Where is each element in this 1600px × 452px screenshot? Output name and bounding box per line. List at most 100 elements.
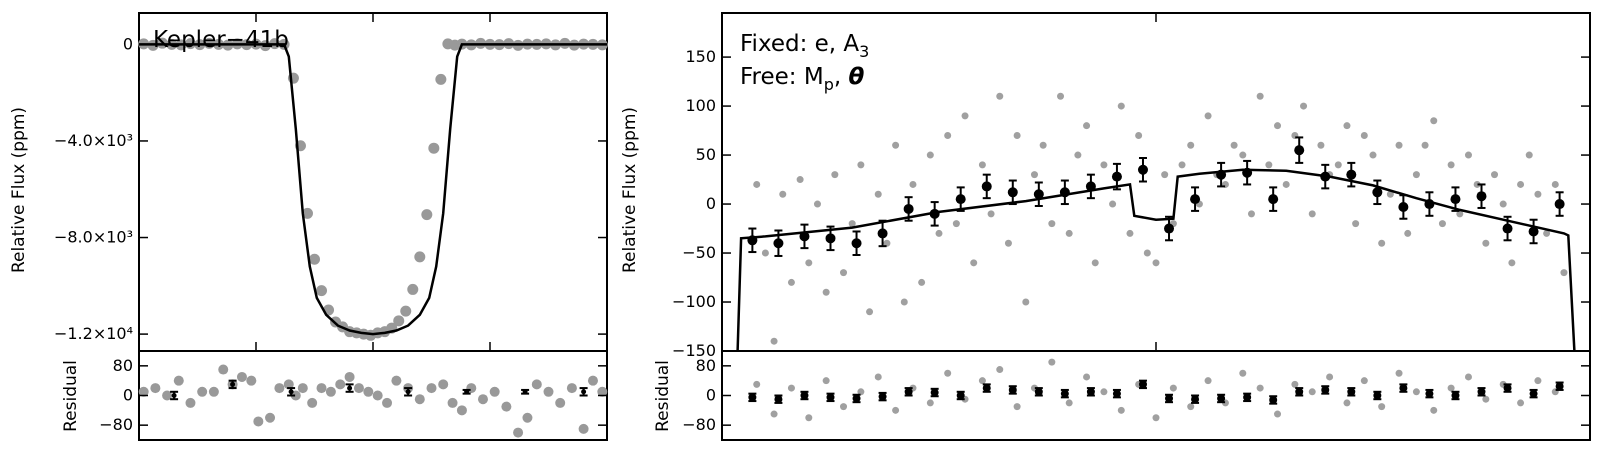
raw-point (987, 210, 995, 218)
binned-point (1111, 171, 1122, 182)
raw-point (1421, 141, 1429, 149)
raw-point (1239, 151, 1247, 159)
raw-point (1230, 141, 1238, 149)
raw-residual-point (1360, 377, 1368, 385)
binned-point (1399, 384, 1408, 393)
raw-residual-point (874, 373, 882, 381)
binned-point (1112, 389, 1121, 398)
raw-point (805, 259, 813, 267)
raw-residual-point (770, 410, 778, 418)
binned-point (1164, 223, 1175, 234)
binned-point (878, 392, 887, 401)
fixed-params-label: Fixed: e, A3 (740, 31, 869, 61)
raw-residual-point (822, 377, 830, 385)
binned-point (826, 393, 835, 402)
raw-point (1109, 200, 1117, 208)
raw-residual-point (944, 369, 952, 377)
raw-residual-point (1534, 377, 1542, 385)
binned-point (1321, 385, 1330, 394)
raw-residual-point (892, 406, 900, 414)
y-tick-label: 80 (113, 356, 133, 375)
residual-point (597, 386, 608, 397)
right-phase-panel: 150 100 50 0 −50 −100 −150 Fixed: e, A3 Free: … (620, 12, 1591, 360)
y-tick-label: −1.2×10⁴ (54, 324, 133, 343)
raw-residual-point (1274, 410, 1282, 418)
data-point (414, 251, 426, 263)
binned-point (800, 391, 809, 400)
binned-point (955, 194, 966, 205)
data-point (316, 285, 328, 297)
raw-point (1378, 239, 1386, 247)
raw-point (1282, 180, 1290, 188)
binned-point (930, 388, 939, 397)
raw-point (1343, 122, 1351, 130)
binned-point (1216, 169, 1227, 180)
raw-point (1352, 220, 1360, 228)
left-y-axis-label: Relative Flux (ppm) (9, 107, 29, 273)
raw-point (1187, 141, 1195, 149)
binned-point (230, 381, 236, 387)
raw-point (1560, 269, 1568, 277)
raw-residual-point (996, 366, 1004, 374)
binned-point (1243, 393, 1252, 402)
left-top-frame (138, 12, 608, 352)
binned-point (581, 389, 587, 395)
raw-point (1395, 141, 1403, 149)
raw-point (1482, 239, 1490, 247)
binned-point (405, 389, 411, 395)
raw-point (1065, 229, 1073, 237)
raw-residual-point (1239, 369, 1247, 377)
binned-point (1528, 226, 1539, 237)
raw-point (1161, 171, 1169, 179)
binned-point (1347, 387, 1356, 396)
raw-point (1543, 229, 1551, 237)
model-curve (139, 43, 607, 336)
raw-residual-point (1482, 395, 1490, 403)
raw-point (978, 161, 986, 169)
y-tick-label: −100 (672, 292, 716, 311)
binned-point (799, 231, 810, 242)
raw-point (1456, 210, 1464, 218)
residual-point (438, 379, 449, 390)
raw-point (1430, 117, 1438, 125)
raw-point (1256, 92, 1264, 100)
binned-point (982, 384, 991, 393)
raw-point (900, 298, 908, 306)
residual-point (391, 375, 402, 386)
raw-point (1412, 171, 1420, 179)
binned-point (1424, 199, 1435, 210)
y-tick-label: 80 (696, 356, 716, 375)
residual-point (372, 390, 383, 401)
raw-point (1551, 180, 1559, 188)
binned-point (1529, 389, 1538, 398)
raw-residual-point (1447, 384, 1455, 392)
raw-residual-point (1065, 399, 1073, 407)
y-tick-label: −80 (99, 415, 133, 434)
residual-point (150, 383, 161, 394)
binned-point (852, 394, 861, 403)
free-params-label: Free: Mp, θ (740, 64, 865, 94)
fixed-subscript: 3 (859, 42, 869, 61)
binned-point (464, 389, 470, 395)
raw-point (1247, 210, 1255, 218)
raw-point (1117, 102, 1125, 110)
raw-point (996, 92, 1004, 100)
raw-residual-point (1169, 384, 1177, 392)
binned-point (774, 395, 783, 404)
residual-point (578, 423, 589, 434)
raw-point (1057, 92, 1065, 100)
raw-point (779, 190, 787, 198)
y-tick-label: −4.0×10³ (54, 131, 133, 150)
y-tick-label: 150 (685, 47, 716, 66)
data-point (309, 253, 320, 265)
raw-point (918, 278, 926, 286)
binned-point (1295, 387, 1304, 396)
data-point (301, 207, 313, 219)
raw-point (831, 171, 839, 179)
residual-point (531, 379, 542, 390)
raw-residual-point (1308, 388, 1316, 396)
raw-point (857, 161, 865, 169)
raw-point (1300, 102, 1308, 110)
raw-point (866, 308, 874, 316)
residual-point (566, 383, 577, 394)
